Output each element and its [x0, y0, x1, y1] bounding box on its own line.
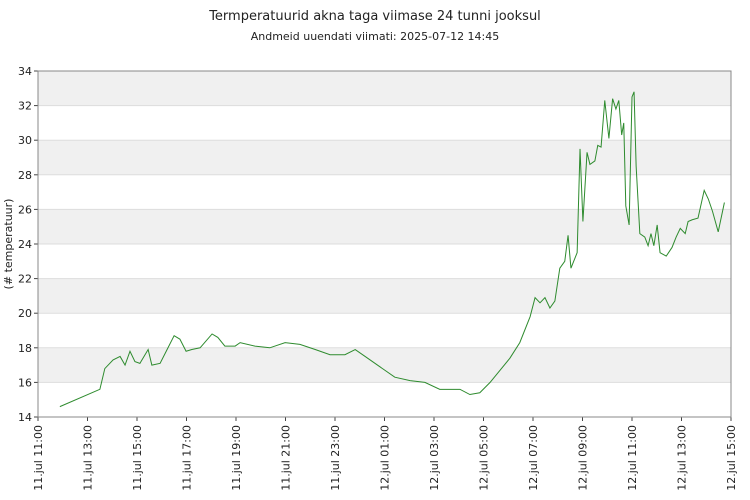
y-tick-label: 26 — [18, 203, 32, 216]
grid-band — [38, 278, 731, 314]
y-tick-label: 22 — [18, 273, 32, 286]
y-tick-label: 34 — [18, 65, 32, 78]
x-tick-label: 12.jul 05:00 — [478, 425, 491, 491]
x-tick-label: 12.jul 01:00 — [379, 425, 392, 491]
x-tick-label: 11.jul 19:00 — [230, 425, 243, 491]
chart-title: Termperatuurid akna taga viimase 24 tunn… — [208, 9, 541, 24]
x-tick-label: 11.jul 21:00 — [280, 425, 293, 491]
x-tick-label: 11.jul 17:00 — [181, 425, 194, 491]
y-tick-label: 32 — [18, 100, 32, 113]
x-tick-label: 12.jul 07:00 — [527, 425, 540, 491]
x-tick-label: 11.jul 11:00 — [32, 425, 45, 491]
x-tick-label: 11.jul 15:00 — [131, 425, 144, 491]
chart-subtitle: Andmeid uuendati viimati: 2025-07-12 14:… — [251, 30, 500, 43]
x-tick-label: 12.jul 11:00 — [626, 425, 639, 491]
x-tick-label: 11.jul 13:00 — [82, 425, 95, 491]
x-tick-label: 12.jul 15:00 — [725, 425, 738, 491]
y-tick-label: 30 — [18, 134, 32, 147]
x-tick-label: 12.jul 03:00 — [428, 425, 441, 491]
y-tick-label: 24 — [18, 238, 32, 251]
grid-band — [38, 71, 731, 106]
x-tick-label: 12.jul 13:00 — [676, 425, 689, 491]
plot-frame — [37, 70, 732, 418]
y-tick-label: 18 — [18, 342, 32, 355]
y-tick-label: 20 — [18, 307, 32, 320]
y-tick-label: 14 — [18, 411, 32, 424]
x-tick-label: 11.jul 23:00 — [329, 425, 342, 491]
line-series — [59, 91, 725, 408]
y-tick-label: 28 — [18, 169, 32, 182]
y-axis-label: (# temperatuur) — [2, 199, 15, 290]
y-tick-label: 16 — [18, 376, 32, 389]
x-tick-label: 12.jul 09:00 — [577, 425, 590, 491]
grid-band — [38, 347, 731, 383]
grid-band — [38, 209, 731, 244]
grid-band — [38, 140, 731, 175]
